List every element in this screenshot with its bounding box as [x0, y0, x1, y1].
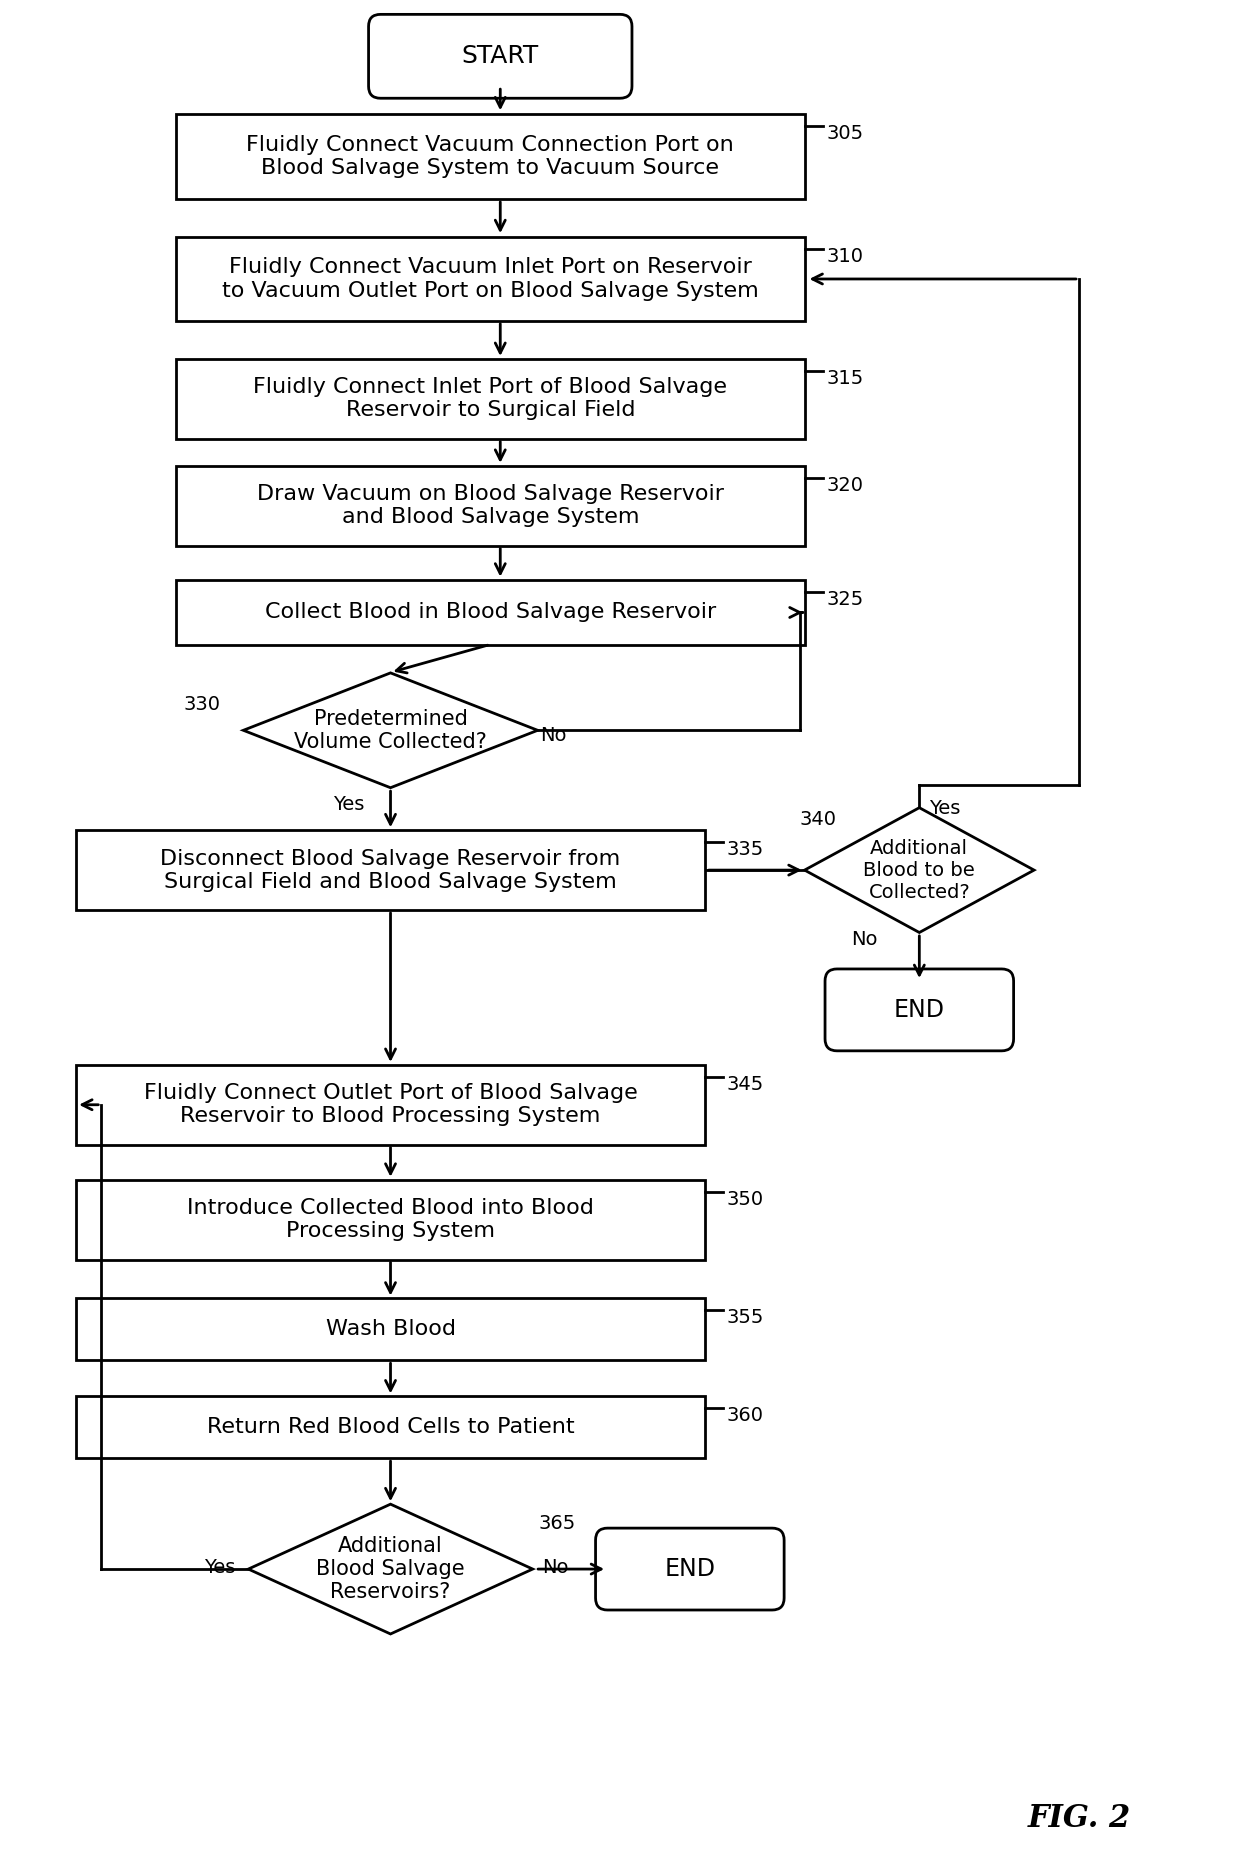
Text: 325: 325	[827, 591, 864, 609]
Text: 315: 315	[827, 369, 864, 388]
Text: Collect Blood in Blood Salvage Reservoir: Collect Blood in Blood Salvage Reservoir	[264, 602, 715, 622]
Text: 305: 305	[827, 124, 864, 142]
FancyBboxPatch shape	[176, 358, 805, 439]
Text: No: No	[542, 1558, 569, 1577]
FancyBboxPatch shape	[176, 114, 805, 199]
Text: 340: 340	[800, 810, 837, 829]
FancyBboxPatch shape	[76, 1065, 704, 1146]
FancyBboxPatch shape	[368, 15, 632, 98]
FancyBboxPatch shape	[176, 465, 805, 546]
Text: Fluidly Connect Vacuum Connection Port on
Blood Salvage System to Vacuum Source: Fluidly Connect Vacuum Connection Port o…	[247, 135, 734, 178]
Text: Disconnect Blood Salvage Reservoir from
Surgical Field and Blood Salvage System: Disconnect Blood Salvage Reservoir from …	[160, 849, 621, 892]
Text: 360: 360	[727, 1406, 764, 1425]
Text: Introduce Collected Blood into Blood
Processing System: Introduce Collected Blood into Blood Pro…	[187, 1198, 594, 1241]
FancyBboxPatch shape	[595, 1528, 784, 1611]
Polygon shape	[243, 673, 538, 788]
Text: 330: 330	[184, 696, 221, 714]
Text: 335: 335	[727, 840, 764, 859]
FancyBboxPatch shape	[176, 236, 805, 321]
Text: Additional
Blood to be
Collected?: Additional Blood to be Collected?	[863, 838, 975, 902]
Text: 350: 350	[727, 1189, 764, 1209]
Text: Yes: Yes	[929, 799, 961, 818]
FancyBboxPatch shape	[76, 831, 704, 909]
FancyBboxPatch shape	[76, 1299, 704, 1361]
Text: Yes: Yes	[332, 795, 365, 814]
Text: START: START	[461, 45, 539, 68]
Text: Fluidly Connect Vacuum Inlet Port on Reservoir
to Vacuum Outlet Port on Blood Sa: Fluidly Connect Vacuum Inlet Port on Res…	[222, 257, 759, 300]
Text: 365: 365	[538, 1515, 575, 1534]
Text: 355: 355	[727, 1309, 764, 1328]
Text: END: END	[665, 1556, 715, 1581]
Text: Fluidly Connect Outlet Port of Blood Salvage
Reservoir to Blood Processing Syste: Fluidly Connect Outlet Port of Blood Sal…	[144, 1084, 637, 1127]
Polygon shape	[805, 808, 1034, 932]
FancyBboxPatch shape	[825, 969, 1013, 1050]
Text: Additional
Blood Salvage
Reservoirs?: Additional Blood Salvage Reservoirs?	[316, 1536, 465, 1603]
Text: 345: 345	[727, 1074, 764, 1093]
FancyBboxPatch shape	[76, 1397, 704, 1459]
FancyBboxPatch shape	[176, 579, 805, 645]
Text: Yes: Yes	[205, 1558, 236, 1577]
Text: No: No	[541, 726, 567, 744]
Polygon shape	[248, 1504, 533, 1633]
Text: Fluidly Connect Inlet Port of Blood Salvage
Reservoir to Surgical Field: Fluidly Connect Inlet Port of Blood Salv…	[253, 377, 728, 420]
Text: END: END	[894, 998, 945, 1022]
Text: Draw Vacuum on Blood Salvage Reservoir
and Blood Salvage System: Draw Vacuum on Blood Salvage Reservoir a…	[257, 484, 724, 527]
FancyBboxPatch shape	[76, 1179, 704, 1260]
Text: FIG. 2: FIG. 2	[1028, 1804, 1131, 1834]
Text: 320: 320	[827, 476, 863, 495]
Text: Predetermined
Volume Collected?: Predetermined Volume Collected?	[294, 709, 487, 752]
Text: 310: 310	[827, 246, 863, 266]
Text: Return Red Blood Cells to Patient: Return Red Blood Cells to Patient	[207, 1418, 574, 1438]
Text: No: No	[851, 930, 878, 949]
Text: Wash Blood: Wash Blood	[326, 1320, 455, 1339]
